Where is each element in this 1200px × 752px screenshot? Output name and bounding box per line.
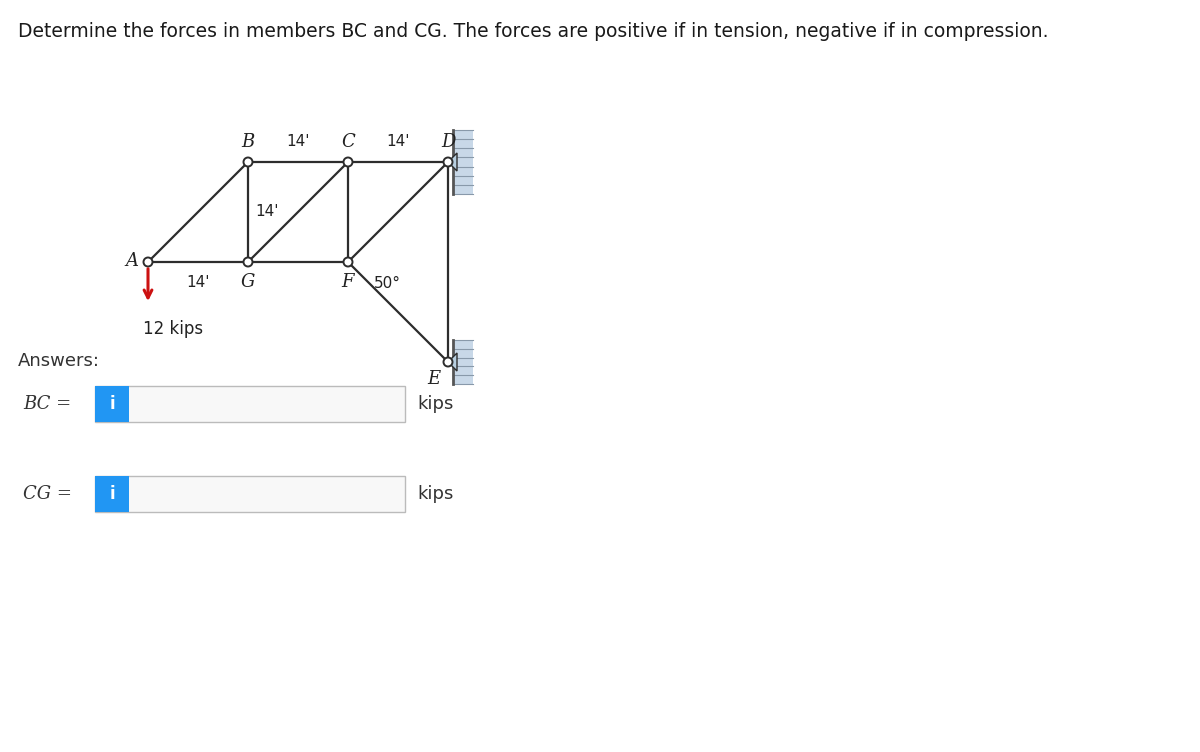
Text: Answers:: Answers: [18,352,100,370]
Text: 14': 14' [256,205,278,220]
Text: A: A [125,252,138,270]
Text: Determine the forces in members BC and CG. The forces are positive if in tension: Determine the forces in members BC and C… [18,22,1049,41]
FancyArrowPatch shape [144,268,152,298]
Text: C: C [341,133,355,151]
FancyBboxPatch shape [95,386,406,422]
Text: kips: kips [418,485,454,503]
Text: i: i [109,395,115,413]
FancyBboxPatch shape [95,476,406,512]
FancyBboxPatch shape [95,386,130,422]
Circle shape [444,357,452,366]
Text: 14': 14' [186,275,210,290]
Circle shape [144,257,152,266]
Text: G: G [241,273,256,291]
Text: kips: kips [418,395,454,413]
Circle shape [244,157,252,166]
Circle shape [244,257,252,266]
Text: CG =: CG = [23,485,72,503]
Bar [454,130,473,194]
Text: BC =: BC = [23,395,71,413]
Text: i: i [109,485,115,503]
Text: 14': 14' [287,134,310,149]
Text: B: B [241,133,254,151]
Text: F: F [342,273,354,291]
Circle shape [343,157,353,166]
Text: E: E [427,370,440,388]
FancyBboxPatch shape [95,476,130,512]
Polygon shape [448,353,457,371]
Text: 14': 14' [386,134,409,149]
Text: D: D [440,133,455,151]
Bar [454,340,473,384]
Circle shape [444,157,452,166]
Circle shape [343,257,353,266]
Text: 50°: 50° [374,276,401,291]
Text: 12 kips: 12 kips [143,320,203,338]
Polygon shape [448,153,457,171]
